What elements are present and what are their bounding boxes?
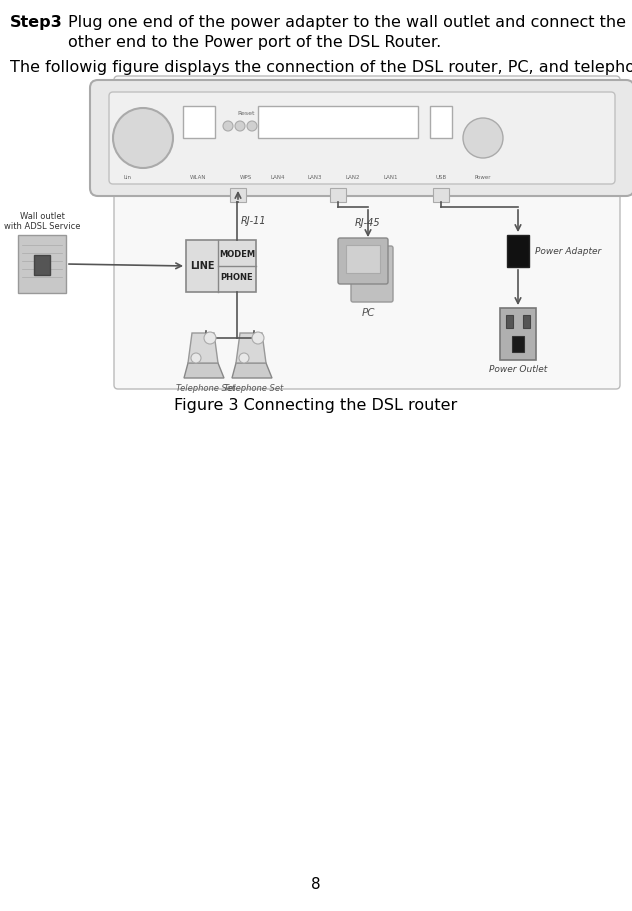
Bar xyxy=(523,315,530,328)
Text: PC: PC xyxy=(362,308,375,318)
Bar xyxy=(258,106,418,138)
Bar xyxy=(500,308,536,360)
FancyBboxPatch shape xyxy=(338,238,388,284)
Polygon shape xyxy=(184,363,224,378)
Text: LAN3: LAN3 xyxy=(308,175,322,180)
Circle shape xyxy=(463,118,503,158)
Bar xyxy=(512,336,524,352)
Bar xyxy=(34,255,50,275)
Text: WPS: WPS xyxy=(240,175,252,180)
Bar xyxy=(430,106,452,138)
Circle shape xyxy=(239,353,249,363)
Text: LAN2: LAN2 xyxy=(346,175,360,180)
Text: RJ-45: RJ-45 xyxy=(355,218,381,228)
Circle shape xyxy=(204,332,216,344)
Text: Telephone Set: Telephone Set xyxy=(176,384,236,393)
Text: RJ-11: RJ-11 xyxy=(241,216,267,226)
Text: USB: USB xyxy=(435,175,447,180)
Circle shape xyxy=(247,121,257,131)
Bar xyxy=(433,188,449,202)
FancyBboxPatch shape xyxy=(351,246,393,302)
Bar xyxy=(506,315,513,328)
Bar xyxy=(186,240,256,292)
Text: Figure 3 Connecting the DSL router: Figure 3 Connecting the DSL router xyxy=(174,398,458,413)
Circle shape xyxy=(223,121,233,131)
Circle shape xyxy=(235,121,245,131)
Text: WLAN: WLAN xyxy=(190,175,206,180)
FancyBboxPatch shape xyxy=(90,80,632,196)
Bar xyxy=(230,188,246,202)
Text: Plug one end of the power adapter to the wall outlet and connect the: Plug one end of the power adapter to the… xyxy=(68,15,626,30)
Bar xyxy=(330,188,346,202)
Text: Step3: Step3 xyxy=(10,15,63,30)
Text: LINE: LINE xyxy=(190,261,214,271)
Text: with ADSL Service: with ADSL Service xyxy=(4,222,80,231)
Circle shape xyxy=(252,332,264,344)
Text: 8: 8 xyxy=(311,877,321,892)
Text: LAN4: LAN4 xyxy=(270,175,285,180)
Text: Telephone Set: Telephone Set xyxy=(224,384,284,393)
Bar xyxy=(183,106,215,138)
Text: LAN1: LAN1 xyxy=(384,175,398,180)
Circle shape xyxy=(191,353,201,363)
Polygon shape xyxy=(236,333,266,363)
Circle shape xyxy=(113,108,173,168)
Text: Lin: Lin xyxy=(124,175,132,180)
Bar xyxy=(346,245,380,273)
FancyBboxPatch shape xyxy=(114,76,620,389)
Text: Power Outlet: Power Outlet xyxy=(489,365,547,374)
Bar xyxy=(18,235,66,293)
Bar xyxy=(507,235,529,267)
Polygon shape xyxy=(232,363,272,378)
Text: other end to the Power port of the DSL Router.: other end to the Power port of the DSL R… xyxy=(68,35,441,50)
Polygon shape xyxy=(188,333,218,363)
Text: MODEM: MODEM xyxy=(219,250,255,259)
Text: PHONE: PHONE xyxy=(221,273,253,282)
Text: Power Adapter: Power Adapter xyxy=(535,247,601,255)
Text: Wall outlet: Wall outlet xyxy=(20,212,64,221)
Text: Reset: Reset xyxy=(237,111,255,116)
FancyBboxPatch shape xyxy=(109,92,615,184)
Text: Power: Power xyxy=(475,175,491,180)
Text: The followig figure displays the connection of the DSL router, PC, and telephone: The followig figure displays the connect… xyxy=(10,60,632,75)
